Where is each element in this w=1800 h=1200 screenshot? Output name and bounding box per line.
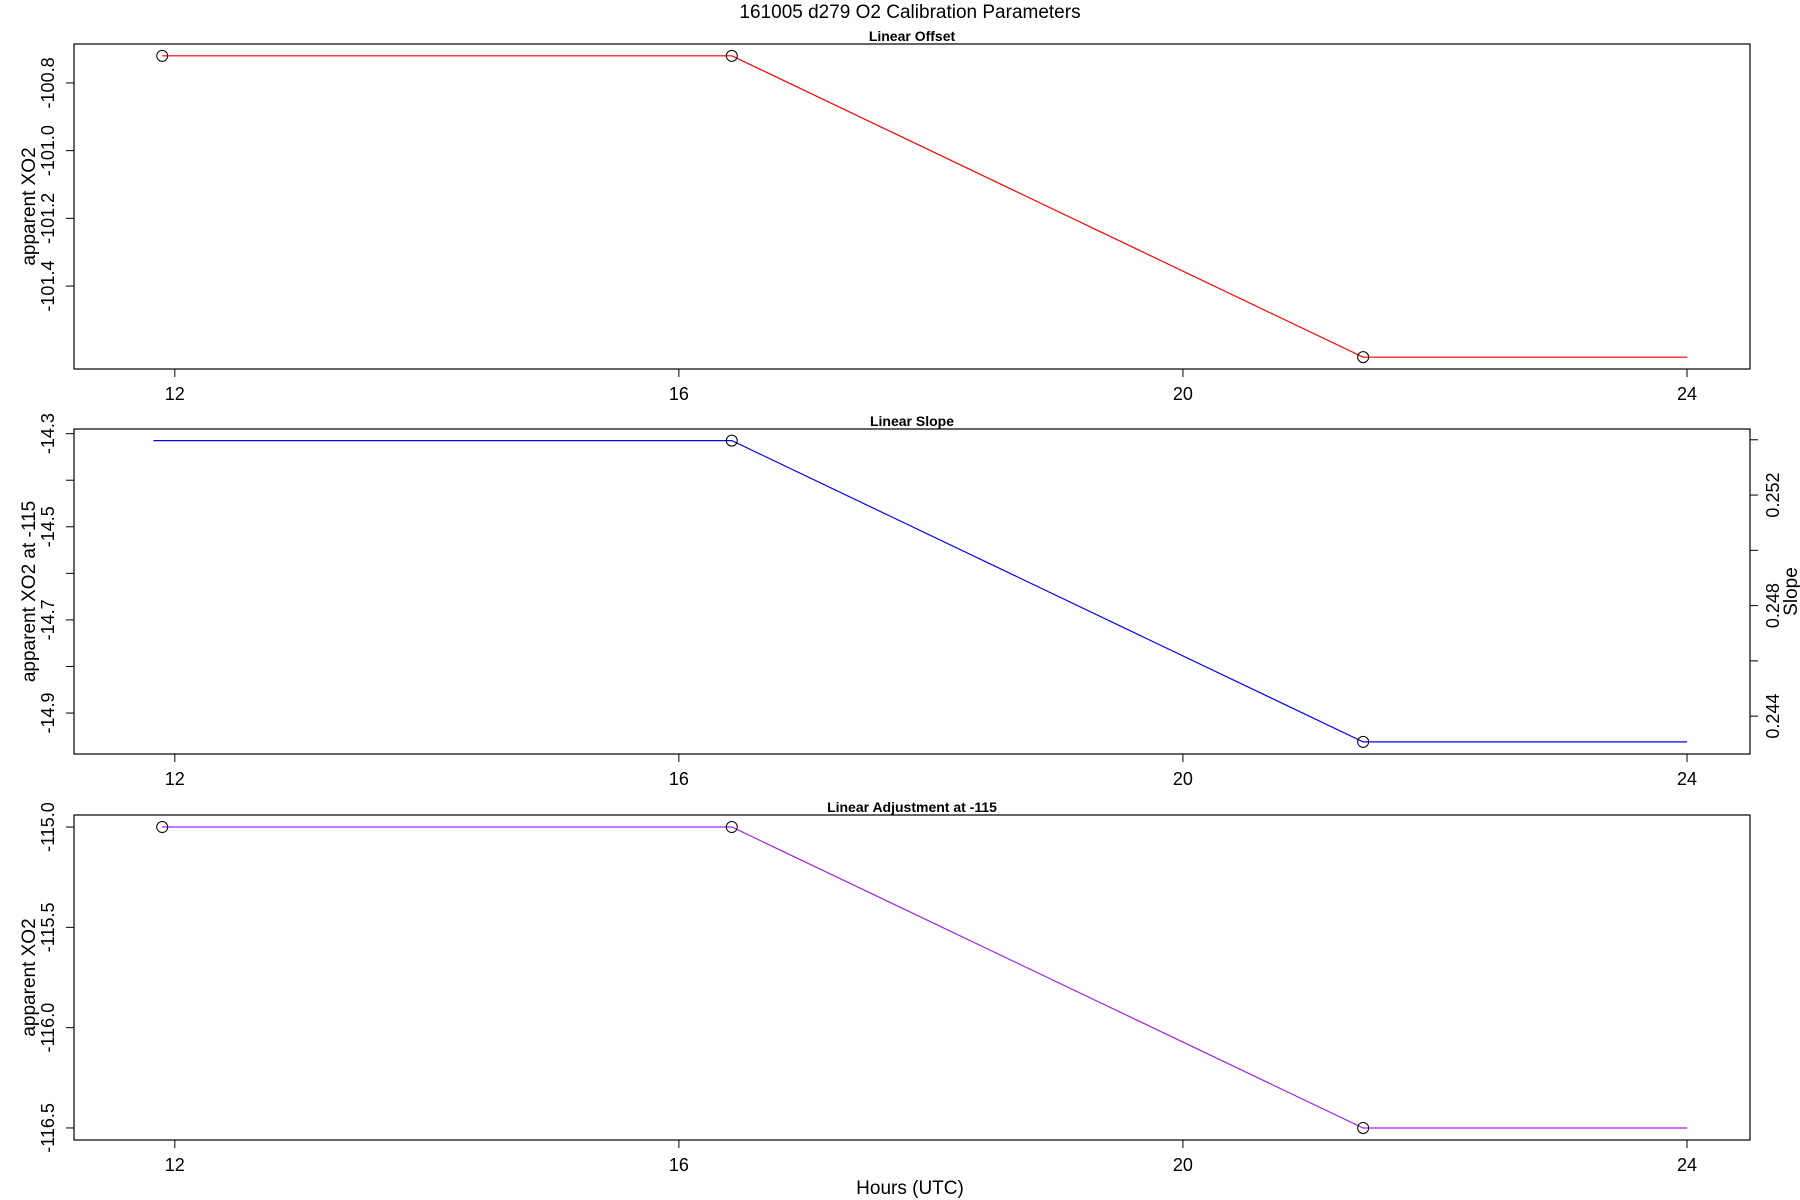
plot-frame	[73, 428, 1751, 755]
y-tick-label: -100.8	[38, 57, 58, 108]
series-line	[153, 440, 1687, 743]
x-tick-label: 24	[1677, 384, 1697, 404]
y-tick-label: -14.3	[38, 413, 58, 454]
y-tick-label: -14.9	[38, 693, 58, 734]
panel-title: Linear Slope	[870, 413, 954, 429]
plot-frame	[73, 43, 1751, 370]
data-point	[725, 434, 738, 447]
y-axis-title: apparent XO2	[19, 918, 40, 1036]
panel-2: Linear Slope 12 16 20 24 -14.3 -14.5 -14.7 -14.9…	[19, 413, 1800, 789]
x-tick-label: 16	[669, 769, 689, 789]
x-tick-label: 12	[165, 1155, 185, 1175]
y-axis-title: apparent XO2 at -115	[19, 501, 40, 682]
x-tick-label: 20	[1173, 1155, 1193, 1175]
x-tick-label: 24	[1677, 769, 1697, 789]
x-tick-label: 20	[1173, 384, 1193, 404]
y2-tick-label: 0.248	[1763, 583, 1783, 628]
panel-title: Linear Adjustment at -115	[827, 799, 997, 815]
y-tick-label: -14.5	[38, 506, 58, 547]
y-tick-label: -101.4	[38, 261, 58, 312]
x-tick-label: 16	[669, 384, 689, 404]
y2-tick-label: 0.244	[1763, 694, 1783, 739]
series-line	[162, 55, 1687, 358]
data-point	[1357, 735, 1370, 748]
y-tick-label: -14.7	[38, 599, 58, 640]
y2-axis-title: Slope	[1781, 567, 1800, 616]
data-point	[156, 49, 169, 62]
y-tick-label: -116.5	[38, 1103, 58, 1153]
y2-tick-label: 0.252	[1763, 473, 1783, 518]
panel-title: Linear Offset	[869, 28, 956, 44]
y-axis-title: apparent XO2	[19, 147, 40, 265]
x-tick-label: 16	[669, 1155, 689, 1175]
y-tick-label: -101.0	[38, 125, 58, 176]
y-tick-label: -115.5	[38, 902, 58, 952]
data-point	[1357, 351, 1370, 364]
figure-title: 161005 d279 O2 Calibration Parameters	[739, 2, 1080, 23]
series-line	[162, 826, 1687, 1129]
data-point	[725, 49, 738, 62]
plot-frame	[73, 814, 1751, 1141]
x-tick-label: 24	[1677, 1155, 1697, 1175]
panel-3: Linear Adjustment at -115 12 16 20 24 -115.0 -…	[19, 799, 1751, 1175]
y-tick-label: -101.2	[38, 193, 58, 244]
y-tick-label: -115.0	[38, 802, 58, 852]
x-tick-label: 12	[165, 384, 185, 404]
panels-group: Linear Offset 12 16 20 24 -100.8 -101.0 -101.2 -…	[19, 28, 1800, 1175]
panel-1: Linear Offset 12 16 20 24 -100.8 -101.0 -101.2 -…	[19, 28, 1751, 404]
y-tick-label: -116.0	[38, 1003, 58, 1053]
data-point	[156, 821, 169, 834]
data-point	[1357, 1121, 1370, 1134]
x-axis-title: Hours (UTC)	[856, 1178, 964, 1199]
x-tick-label: 20	[1173, 769, 1193, 789]
data-point	[725, 821, 738, 834]
x-tick-label: 12	[165, 769, 185, 789]
